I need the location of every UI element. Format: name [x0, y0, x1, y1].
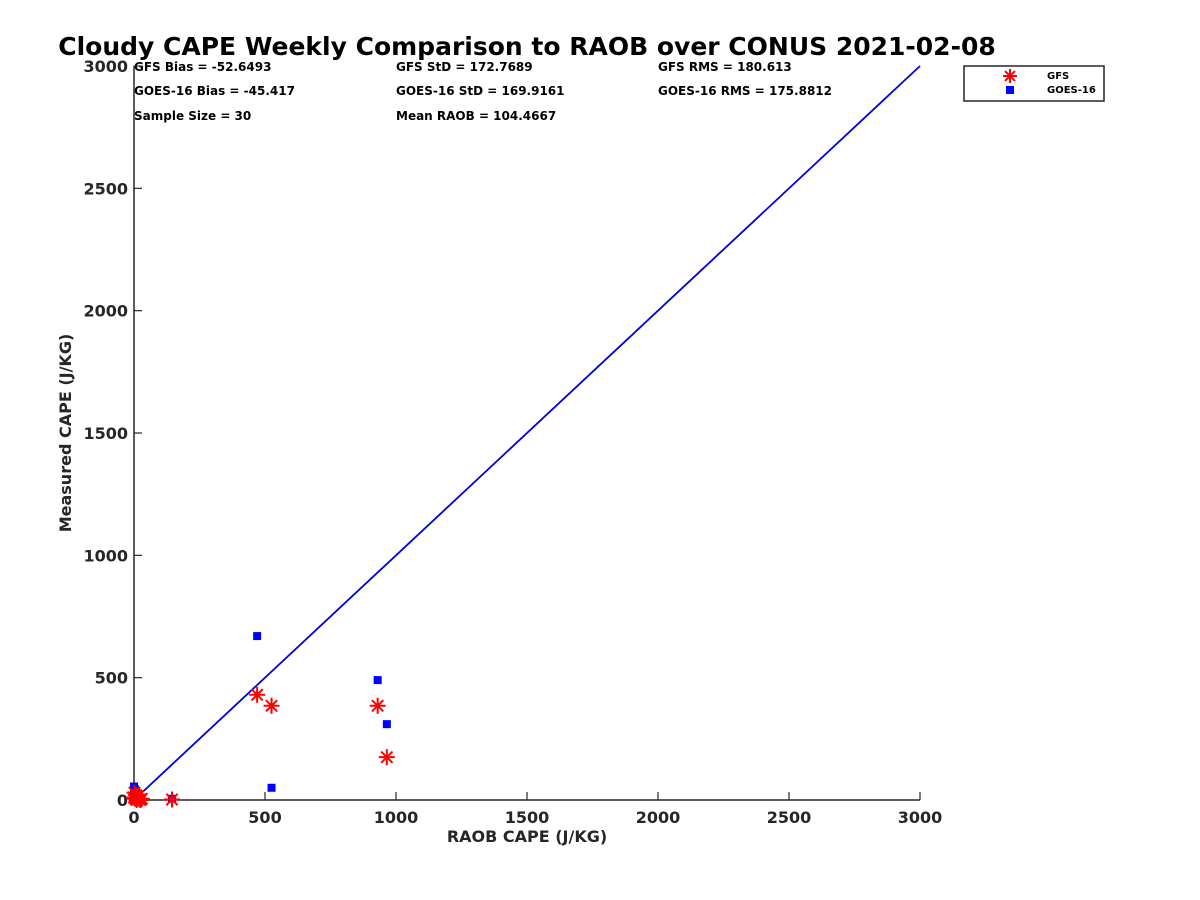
y-axis-label: Measured CAPE (J/KG): [56, 334, 75, 533]
x-tick-label: 500: [248, 808, 281, 827]
x-tick-label: 1000: [374, 808, 419, 827]
stat-gfs-std: GFS StD = 172.7689: [396, 60, 533, 74]
axes: 0 500 1000 1500 2000 2500 3000 0 500 1000 1500 2000…: [83, 57, 942, 827]
stat-goes-bias: GOES-16 Bias = -45.417: [134, 84, 295, 98]
y-tick-label: 2500: [83, 179, 128, 198]
gfs-point: [378, 749, 395, 766]
gfs-point: [263, 697, 280, 714]
reference-line-group: [133, 65, 921, 801]
stat-mean-raob: Mean RAOB = 104.4667: [396, 109, 556, 123]
gfs-point: [249, 686, 266, 703]
legend-marker-gfs: [1003, 69, 1017, 83]
legend: GFS GOES-16: [963, 65, 1105, 102]
legend-marker-goes16: [1006, 86, 1014, 94]
stat-sample-size: Sample Size = 30: [134, 109, 251, 123]
legend-label-gfs: GFS: [1047, 71, 1069, 82]
gfs-point: [369, 697, 386, 714]
x-axis-label: RAOB CAPE (J/KG): [447, 827, 607, 846]
data-points: [126, 632, 395, 808]
gfs-point: [133, 790, 150, 807]
stats-annotations: GFS Bias = -52.6493 GFS StD = 172.7689 G…: [134, 60, 832, 123]
y-tick-label: 2000: [83, 302, 128, 321]
legend-label-goes16: GOES-16: [1047, 85, 1096, 96]
y-tick-label: 0: [117, 791, 128, 810]
goes16-point: [267, 783, 276, 792]
goes16-point: [373, 676, 382, 685]
x-tick-label: 1500: [505, 808, 550, 827]
stat-gfs-rms: GFS RMS = 180.613: [658, 60, 792, 74]
gfs-point: [163, 791, 180, 808]
y-tick-label: 500: [95, 669, 128, 688]
x-tick-label: 2000: [636, 808, 681, 827]
goes16-point: [382, 720, 391, 729]
goes16-point: [253, 632, 262, 641]
one-to-one-line: [133, 65, 921, 801]
stat-gfs-bias: GFS Bias = -52.6493: [134, 60, 271, 74]
x-tick-label: 3000: [898, 808, 943, 827]
chart-title: Cloudy CAPE Weekly Comparison to RAOB ov…: [58, 32, 996, 61]
x-tick-label: 0: [128, 808, 139, 827]
stat-goes-std: GOES-16 StD = 169.9161: [396, 84, 565, 98]
stat-goes-rms: GOES-16 RMS = 175.8812: [658, 84, 832, 98]
y-tick-label: 1000: [83, 546, 128, 565]
y-tick-label: 3000: [83, 57, 128, 76]
y-tick-label: 1500: [83, 424, 128, 443]
x-tick-label: 2500: [767, 808, 812, 827]
legend-box: [963, 65, 1105, 102]
